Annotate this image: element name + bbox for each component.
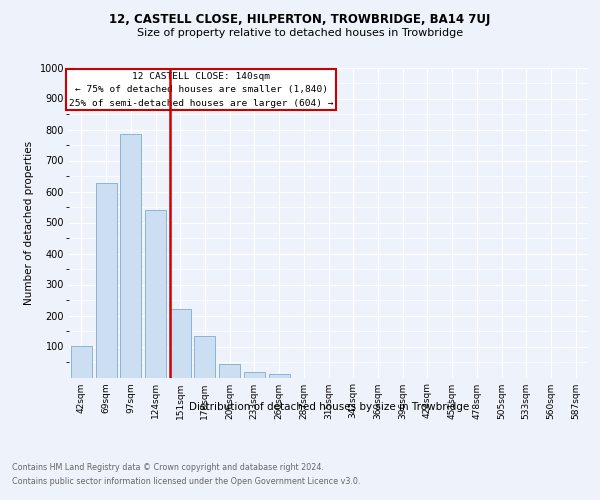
- Bar: [71, 346, 92, 378]
- Text: 12 CASTELL CLOSE: 140sqm
← 75% of detached houses are smaller (1,840)
25% of sem: 12 CASTELL CLOSE: 140sqm ← 75% of detach…: [69, 72, 334, 108]
- Bar: [219, 364, 240, 378]
- Bar: [269, 374, 290, 378]
- Text: Contains HM Land Registry data © Crown copyright and database right 2024.: Contains HM Land Registry data © Crown c…: [12, 464, 324, 472]
- Bar: [120, 134, 141, 378]
- Y-axis label: Number of detached properties: Number of detached properties: [24, 140, 34, 304]
- Bar: [194, 336, 215, 378]
- Bar: [244, 372, 265, 378]
- Text: Size of property relative to detached houses in Trowbridge: Size of property relative to detached ho…: [137, 28, 463, 38]
- Text: 12, CASTELL CLOSE, HILPERTON, TROWBRIDGE, BA14 7UJ: 12, CASTELL CLOSE, HILPERTON, TROWBRIDGE…: [109, 12, 491, 26]
- Bar: [170, 310, 191, 378]
- Bar: [95, 183, 116, 378]
- Text: Distribution of detached houses by size in Trowbridge: Distribution of detached houses by size …: [188, 402, 469, 412]
- Bar: [145, 210, 166, 378]
- Text: Contains public sector information licensed under the Open Government Licence v3: Contains public sector information licen…: [12, 477, 361, 486]
